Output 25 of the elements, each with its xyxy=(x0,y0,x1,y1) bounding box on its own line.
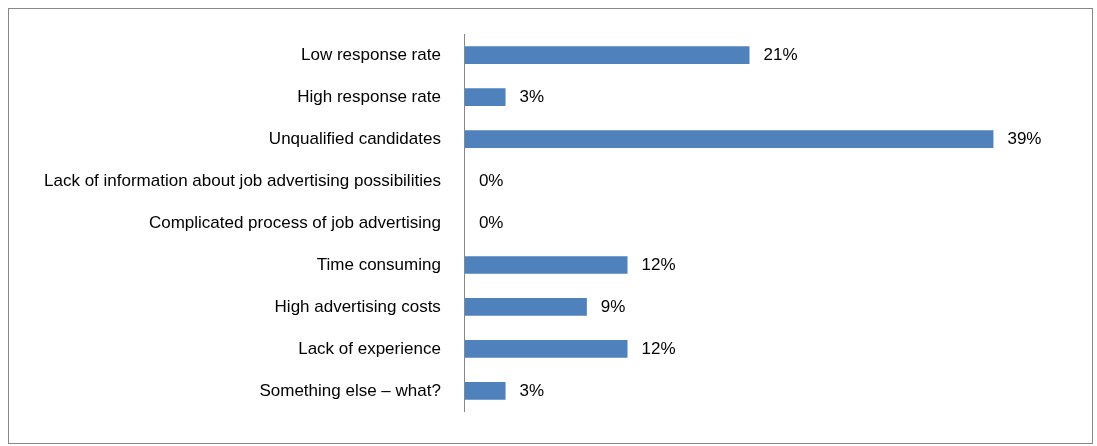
bar xyxy=(464,88,506,106)
bar xyxy=(464,46,750,64)
bar xyxy=(464,130,994,148)
bar xyxy=(464,382,506,400)
data-label: 0% xyxy=(478,212,504,232)
data-label: 21% xyxy=(763,44,798,64)
bar xyxy=(464,298,587,316)
data-label: 39% xyxy=(1007,128,1042,148)
y-tick-label: Unqualified candidates xyxy=(268,128,441,148)
bar xyxy=(464,256,628,274)
y-tick-label: High response rate xyxy=(297,86,441,106)
y-tick-label: Time consuming xyxy=(316,254,441,274)
bar xyxy=(464,340,628,358)
y-tick-label: Something else – what? xyxy=(259,380,441,400)
data-label: 3% xyxy=(519,380,545,400)
data-label: 9% xyxy=(600,296,626,316)
data-label: 3% xyxy=(519,86,545,106)
y-tick-label: Lack of information about job advertising possibilities xyxy=(43,170,441,190)
y-tick-label: Lack of experience xyxy=(298,338,441,358)
data-label: 12% xyxy=(641,338,676,358)
data-label: 12% xyxy=(641,254,676,274)
y-tick-label: Complicated process of job advertising xyxy=(148,212,441,232)
data-label: 0% xyxy=(478,170,504,190)
y-tick-label: Low response rate xyxy=(301,44,441,64)
y-tick-label: High advertising costs xyxy=(274,296,441,316)
